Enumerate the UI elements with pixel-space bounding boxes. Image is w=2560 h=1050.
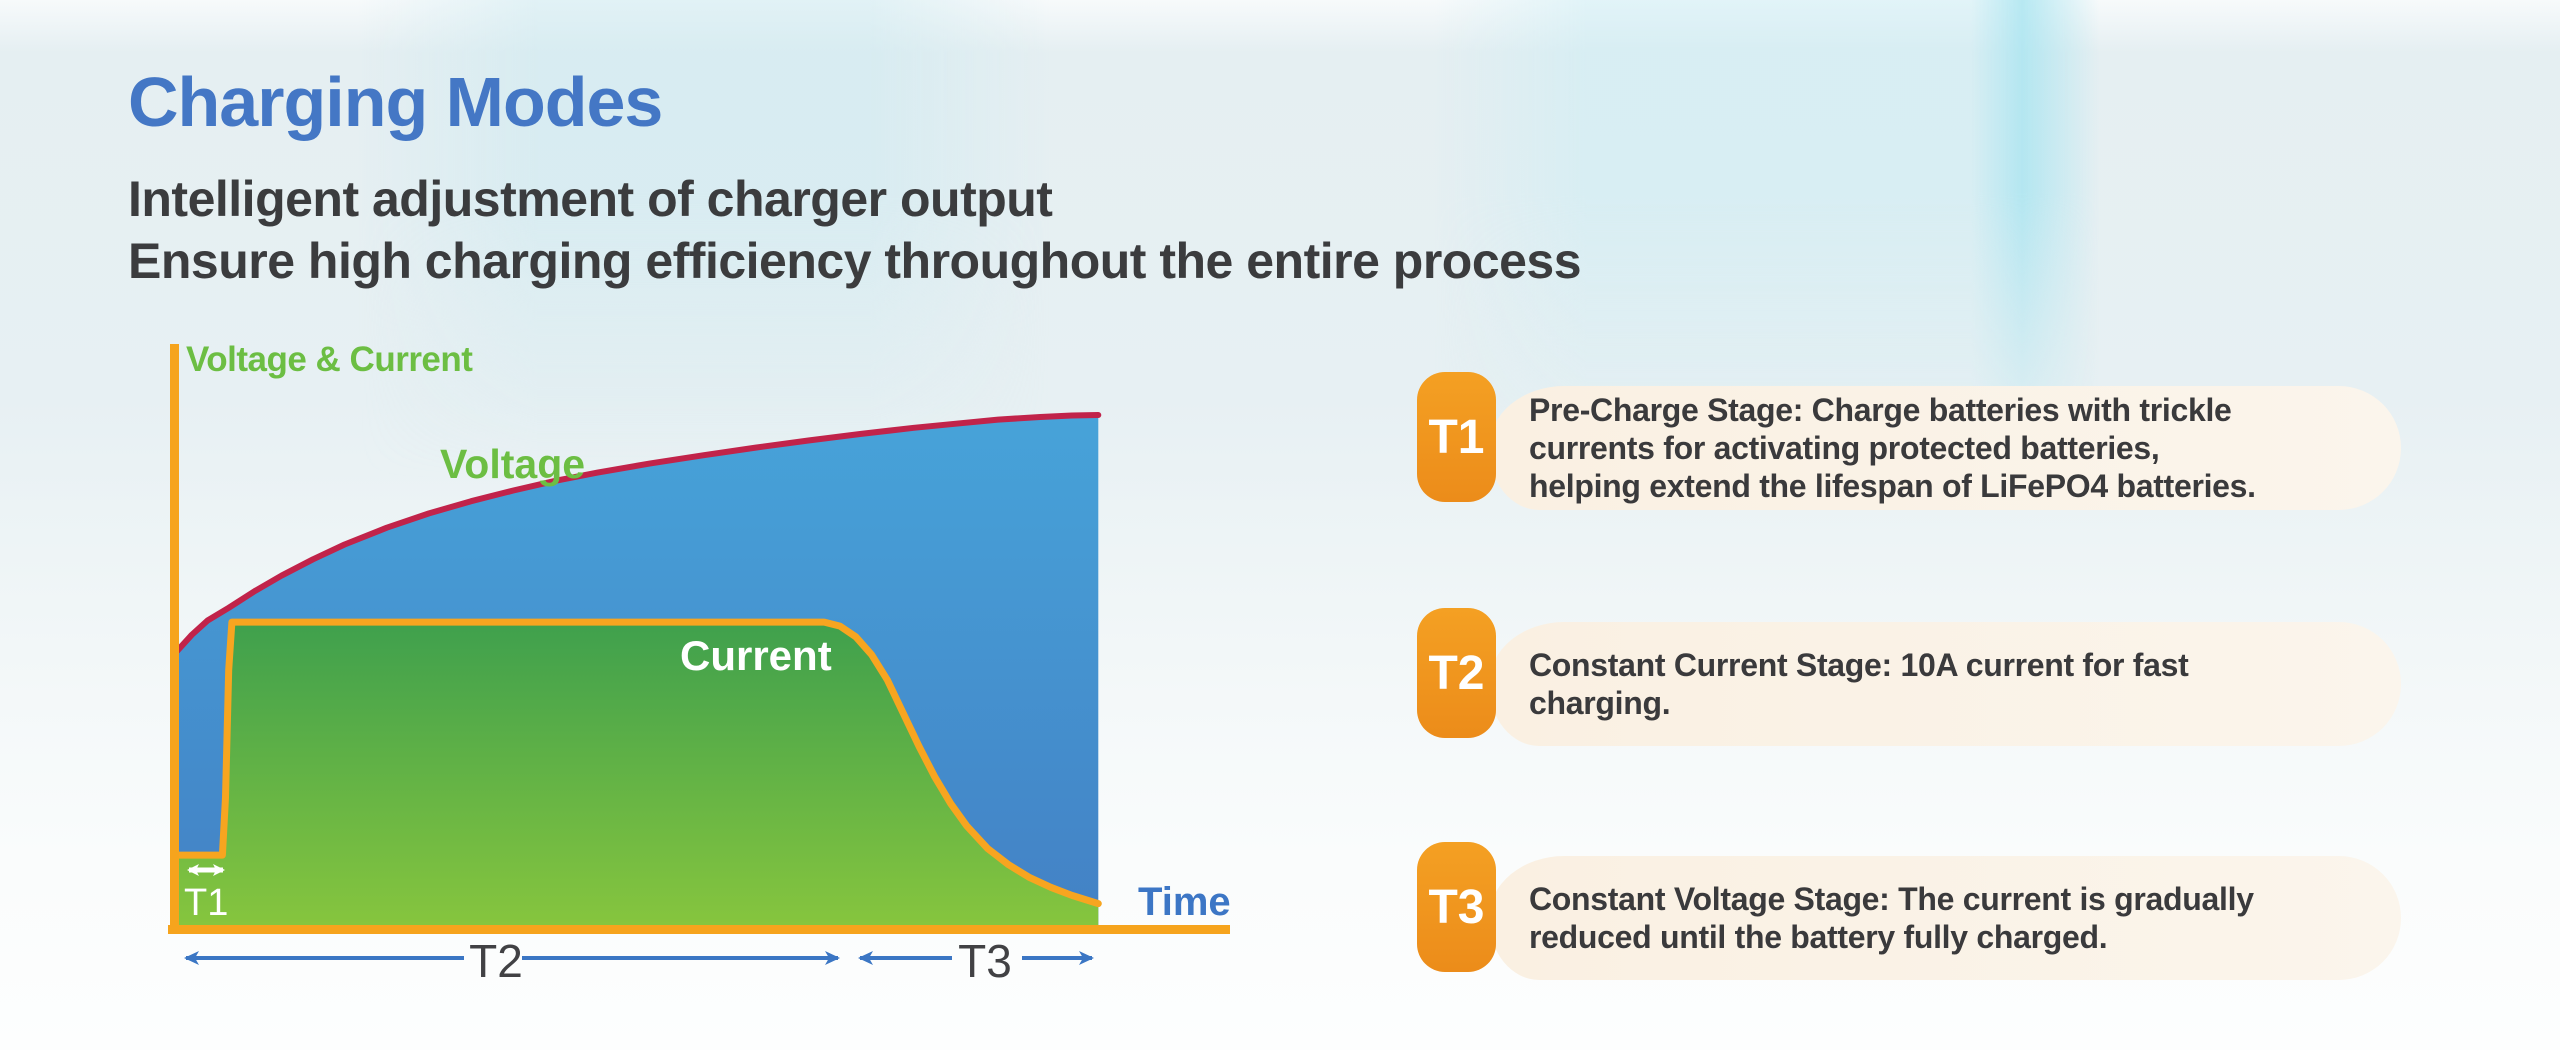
stage-badge-t3: T3 xyxy=(1417,842,1496,972)
subtitle-line-1: Intelligent adjustment of charger output xyxy=(128,171,1053,227)
page-title: Charging Modes xyxy=(128,63,663,141)
stage-t3-text-line: Constant Voltage Stage: The current is g… xyxy=(1529,881,2254,917)
chart-canvas xyxy=(168,344,1230,965)
stage-t3-axis-label: T3 xyxy=(958,935,1012,987)
charging-curve-chart: Voltage & Current Voltage Current Time T… xyxy=(90,320,1300,1040)
stage-badge-t3-label: T3 xyxy=(1428,880,1485,934)
stage-t1-text-line: currents for activating protected batter… xyxy=(1529,430,2160,466)
stage-badge-t2: T2 xyxy=(1417,608,1496,738)
stage-t1-text-line: Pre-Charge Stage: Charge batteries with … xyxy=(1529,392,2232,428)
current-curve xyxy=(172,618,1102,908)
stage-card-t1: T1 Pre-Charge Stage: Charge batteries wi… xyxy=(1417,372,2427,517)
current-series-label: Current xyxy=(680,632,832,679)
stage-t3-text-line: reduced until the battery fully charged. xyxy=(1529,919,2108,955)
stage-card-t2: T2 Constant Current Stage: 10A current f… xyxy=(1417,608,2427,753)
stage-badge-t2-label: T2 xyxy=(1428,646,1485,700)
stage-bubble-t2: Constant Current Stage: 10A current for … xyxy=(1489,622,2401,746)
x-axis-label: Time xyxy=(1138,880,1231,924)
header: Charging Modes Intelligent adjustment of… xyxy=(128,62,1582,292)
stage-t2-axis-label: T2 xyxy=(469,935,523,987)
stage-bubble-t3: Constant Voltage Stage: The current is g… xyxy=(1489,856,2401,980)
current-area xyxy=(176,622,1099,925)
stage-t1-text-line: helping extend the lifespan of LiFePO4 b… xyxy=(1529,468,2256,504)
stage-t2-text-line: Constant Current Stage: 10A current for … xyxy=(1529,647,2189,683)
stage-bubble-t1: Pre-Charge Stage: Charge batteries with … xyxy=(1489,386,2401,510)
stage-t2-text-line: charging. xyxy=(1529,685,1671,721)
page-subtitle: Intelligent adjustment of charger output… xyxy=(128,168,1582,292)
stage-t1-axis-label: T1 xyxy=(184,882,229,924)
y-axis-label: Voltage & Current xyxy=(186,340,473,379)
voltage-curve xyxy=(173,412,1102,656)
stage-badge-t1-label: T1 xyxy=(1428,410,1485,464)
stage-badge-t1: T1 xyxy=(1417,372,1496,502)
stage-card-t3: T3 Constant Voltage Stage: The current i… xyxy=(1417,842,2427,987)
subtitle-line-2: Ensure high charging efficiency througho… xyxy=(128,233,1582,289)
voltage-series-label: Voltage xyxy=(440,441,586,487)
